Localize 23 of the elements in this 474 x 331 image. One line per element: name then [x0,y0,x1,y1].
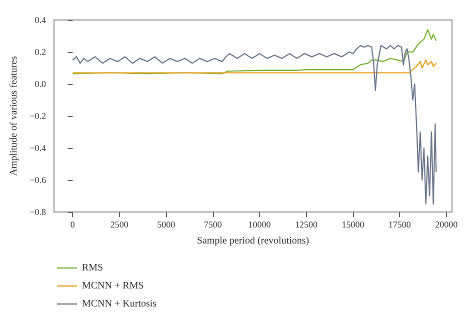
x-axis-title: Sample period (revolutions) [196,236,310,246]
legend-label: RMS [82,262,104,274]
legend-label: MCNN + Kurtosis [82,298,157,310]
x-tick-label: 7500 [204,220,222,230]
x-tick-label: 12500 [295,220,318,230]
y-tick-label: 0.2 [34,47,46,57]
x-tick-label: 17500 [388,220,412,230]
y-tick-label: −0.2 [30,111,46,121]
legend-label: MCNN + RMS [82,280,144,292]
x-tick-label: 15000 [342,220,365,230]
x-tick-label: 20000 [435,220,458,230]
x-tick-label: 2500 [110,220,129,230]
y-tick-label: −0.8 [30,207,46,217]
y-tick-label: −0.4 [30,143,46,153]
y-tick-label: −0.6 [30,175,46,185]
line-series [72,45,437,205]
y-axis-title: Amplitude of various features [8,56,20,176]
x-tick-label: 10000 [248,220,272,230]
y-tick-label: 0.0 [34,79,46,89]
y-tick-label: 0.4 [34,15,46,25]
x-tick-label: 0 [70,220,76,230]
x-tick-label: 5000 [157,220,176,230]
line-series [72,59,437,74]
